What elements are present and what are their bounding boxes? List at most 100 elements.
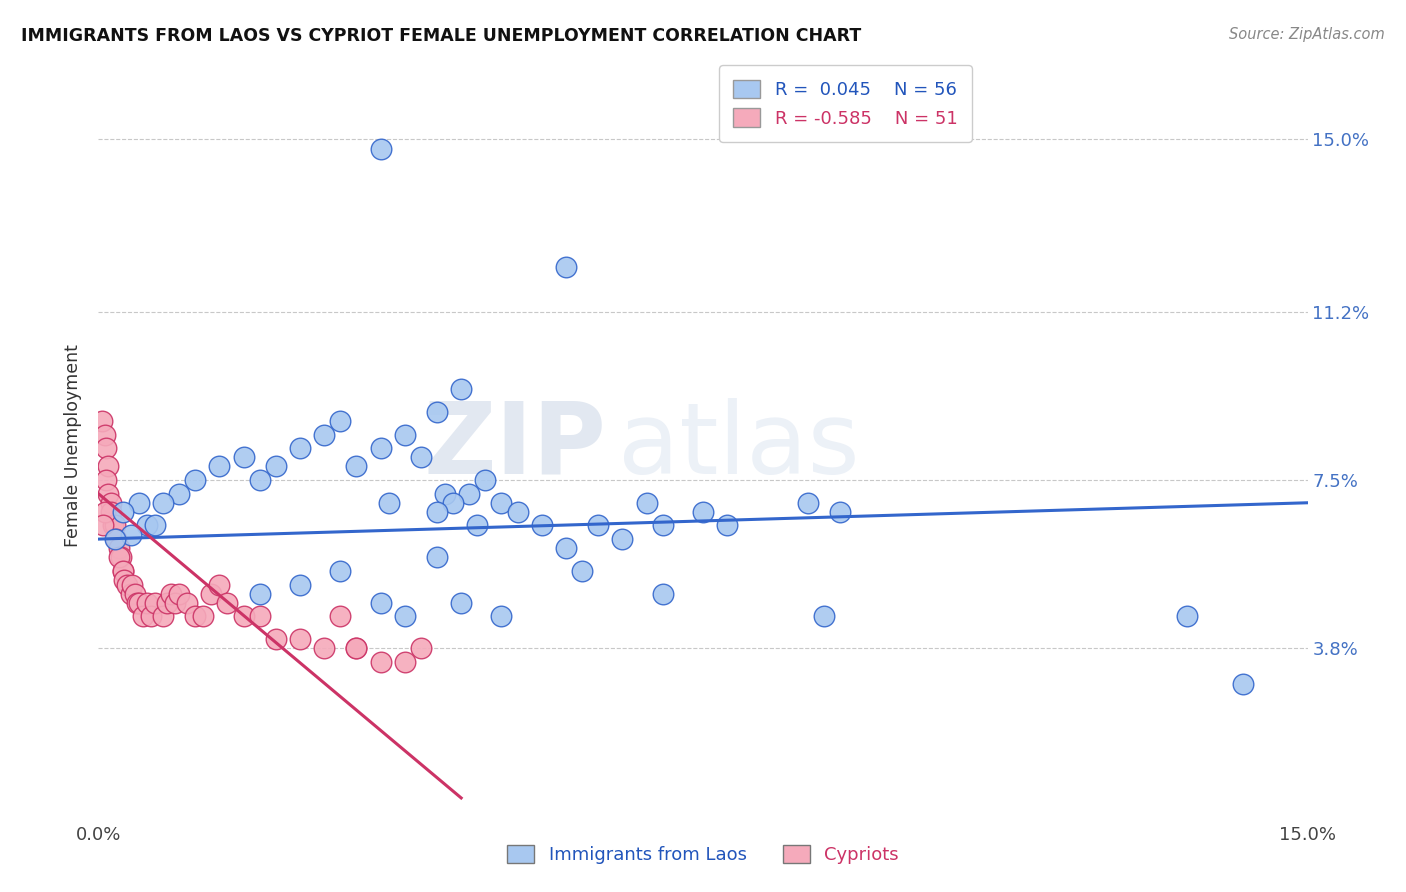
Point [128, 496, 150, 510]
Point [465, 518, 488, 533]
Point [394, 427, 416, 442]
Point [143, 518, 166, 533]
Point [1232, 677, 1254, 691]
Point [329, 609, 352, 624]
Point [264, 632, 287, 646]
Point [555, 541, 578, 556]
Point [193, 609, 215, 624]
Text: IMMIGRANTS FROM LAOS VS CYPRIOT FEMALE UNEMPLOYMENT CORRELATION CHART: IMMIGRANTS FROM LAOS VS CYPRIOT FEMALE U… [21, 27, 862, 45]
Point [288, 632, 311, 646]
Point [491, 609, 513, 624]
Point [139, 609, 162, 624]
Point [127, 596, 149, 610]
Point [288, 442, 311, 456]
Point [636, 496, 658, 510]
Point [124, 586, 146, 600]
Point [797, 496, 820, 510]
Point [97, 459, 120, 474]
Point [813, 609, 835, 624]
Point [176, 596, 198, 610]
Point [111, 505, 134, 519]
Point [217, 596, 239, 610]
Point [152, 496, 174, 510]
Legend: Immigrants from Laos, Cypriots: Immigrants from Laos, Cypriots [501, 838, 905, 871]
Point [120, 586, 142, 600]
Point [103, 532, 125, 546]
Point [409, 450, 432, 465]
Point [555, 260, 578, 274]
Point [184, 473, 207, 487]
Point [249, 473, 271, 487]
Point [101, 518, 124, 533]
Point [1175, 609, 1198, 624]
Y-axis label: Female Unemployment: Female Unemployment [65, 344, 83, 548]
Point [506, 505, 529, 519]
Point [692, 505, 714, 519]
Point [200, 586, 222, 600]
Point [121, 577, 143, 591]
Point [651, 586, 673, 600]
Point [586, 518, 609, 533]
Point [167, 586, 190, 600]
Point [344, 641, 367, 656]
Point [450, 596, 472, 610]
Point [426, 405, 449, 419]
Point [91, 518, 114, 533]
Point [716, 518, 738, 533]
Point [370, 596, 392, 610]
Point [458, 486, 481, 500]
Point [128, 596, 150, 610]
Point [91, 414, 114, 428]
Point [96, 442, 118, 456]
Point [426, 505, 449, 519]
Point [163, 596, 186, 610]
Point [100, 496, 122, 510]
Point [344, 641, 367, 656]
Point [96, 473, 118, 487]
Point [135, 596, 157, 610]
Point [314, 427, 336, 442]
Point [97, 486, 120, 500]
Text: ZIP: ZIP [423, 398, 606, 494]
Point [344, 459, 367, 474]
Point [288, 577, 311, 591]
Point [167, 486, 190, 500]
Point [394, 609, 416, 624]
Point [107, 541, 129, 556]
Point [103, 518, 125, 533]
Point [441, 496, 464, 510]
Point [370, 142, 392, 156]
Point [100, 505, 122, 519]
Point [329, 564, 352, 578]
Point [409, 641, 432, 656]
Point [208, 459, 231, 474]
Point [160, 586, 183, 600]
Point [249, 609, 271, 624]
Point [143, 596, 166, 610]
Point [184, 609, 207, 624]
Point [135, 518, 157, 533]
Point [434, 486, 457, 500]
Point [156, 596, 179, 610]
Point [530, 518, 553, 533]
Point [208, 577, 231, 591]
Point [474, 473, 496, 487]
Point [426, 550, 449, 565]
Point [110, 550, 132, 565]
Point [152, 609, 174, 624]
Point [377, 496, 399, 510]
Point [232, 450, 254, 465]
Point [105, 532, 128, 546]
Point [249, 586, 271, 600]
Point [264, 459, 287, 474]
Point [491, 496, 513, 510]
Point [571, 564, 593, 578]
Point [111, 564, 134, 578]
Point [329, 414, 352, 428]
Point [370, 655, 392, 669]
Point [651, 518, 673, 533]
Point [370, 442, 392, 456]
Point [120, 527, 142, 541]
Point [314, 641, 336, 656]
Point [94, 505, 117, 519]
